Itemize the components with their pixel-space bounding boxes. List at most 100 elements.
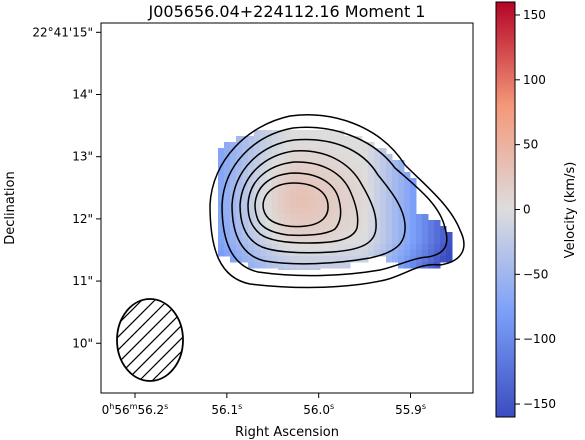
velocity-pixel xyxy=(332,256,339,263)
velocity-pixel xyxy=(224,202,231,209)
velocity-pixel xyxy=(290,154,297,161)
velocity-pixel xyxy=(218,238,225,245)
velocity-pixel xyxy=(326,208,333,215)
velocity-pixel xyxy=(236,220,243,227)
velocity-pixel xyxy=(386,244,393,251)
velocity-pixel xyxy=(374,190,381,197)
velocity-pixel xyxy=(260,178,267,185)
velocity-pixel xyxy=(338,250,345,257)
velocity-pixel xyxy=(290,262,297,269)
velocity-pixel xyxy=(326,136,333,143)
velocity-pixel xyxy=(248,154,255,161)
velocity-pixel xyxy=(332,202,339,209)
velocity-pixel xyxy=(218,172,225,179)
velocity-pixel xyxy=(332,160,339,167)
velocity-pixel xyxy=(350,142,357,149)
velocity-pixel xyxy=(404,208,411,215)
velocity-pixel xyxy=(224,196,231,203)
velocity-pixel xyxy=(404,190,411,197)
velocity-pixel xyxy=(290,250,297,257)
velocity-pixel xyxy=(332,184,339,191)
velocity-pixel xyxy=(332,208,339,215)
contour-level-5 xyxy=(247,161,359,244)
velocity-pixel xyxy=(242,238,249,245)
velocity-pixel xyxy=(278,196,285,203)
velocity-pixel xyxy=(392,250,399,257)
velocity-pixel xyxy=(290,238,297,245)
velocity-pixel xyxy=(254,130,261,137)
velocity-pixel xyxy=(224,214,231,221)
velocity-pixel xyxy=(362,172,369,179)
velocity-pixel xyxy=(380,214,387,221)
x-tick-label: 56.0s xyxy=(303,402,334,417)
velocity-pixel xyxy=(218,154,225,161)
velocity-pixel xyxy=(290,160,297,167)
velocity-pixel xyxy=(218,184,225,191)
velocity-pixel xyxy=(326,172,333,179)
velocity-pixel xyxy=(314,262,321,269)
velocity-pixel xyxy=(242,190,249,197)
velocity-pixel xyxy=(362,160,369,167)
velocity-pixel xyxy=(302,184,309,191)
velocity-pixel xyxy=(380,196,387,203)
velocity-pixel xyxy=(302,268,309,270)
velocity-pixel xyxy=(320,250,327,257)
velocity-pixel xyxy=(248,208,255,215)
velocity-pixel xyxy=(350,166,357,173)
velocity-pixel xyxy=(356,154,363,161)
velocity-pixel xyxy=(266,142,273,149)
velocity-pixel xyxy=(398,178,405,185)
velocity-pixel xyxy=(368,220,375,227)
velocity-pixel xyxy=(362,232,369,239)
velocity-pixel xyxy=(296,130,303,137)
velocity-pixel xyxy=(230,226,237,233)
velocity-pixel xyxy=(290,256,297,263)
velocity-pixel xyxy=(380,244,387,251)
velocity-pixel xyxy=(308,178,315,185)
velocity-pixel xyxy=(290,208,297,215)
velocity-pixel xyxy=(326,220,333,227)
velocity-pixel xyxy=(344,250,351,257)
velocity-pixel xyxy=(290,166,297,173)
velocity-pixel xyxy=(296,202,303,209)
velocity-pixel xyxy=(296,208,303,215)
velocity-pixel xyxy=(320,220,327,227)
velocity-pixel xyxy=(254,262,261,269)
velocity-pixel xyxy=(338,256,345,263)
colorbar-label: Velocity (km/s) xyxy=(563,162,578,259)
velocity-pixel xyxy=(326,238,333,245)
velocity-pixel xyxy=(344,208,351,215)
velocity-pixel xyxy=(380,250,387,257)
velocity-pixel xyxy=(296,226,303,233)
velocity-pixel xyxy=(332,196,339,203)
velocity-pixel xyxy=(374,208,381,215)
velocity-pixel xyxy=(296,244,303,251)
velocity-pixel xyxy=(296,220,303,227)
velocity-pixel xyxy=(284,202,291,209)
velocity-pixel xyxy=(248,232,255,239)
velocity-pixel xyxy=(374,214,381,221)
velocity-pixel xyxy=(296,160,303,167)
velocity-pixel xyxy=(380,220,387,227)
velocity-pixel xyxy=(320,202,327,209)
velocity-pixel xyxy=(320,154,327,161)
velocity-pixel xyxy=(314,268,321,270)
velocity-pixel xyxy=(338,226,345,233)
velocity-pixel xyxy=(314,142,321,149)
velocity-pixel xyxy=(410,178,417,185)
velocity-pixel xyxy=(290,226,297,233)
velocity-pixel xyxy=(392,190,399,197)
velocity-pixel xyxy=(368,238,375,245)
velocity-pixel xyxy=(230,148,237,155)
velocity-pixel xyxy=(266,178,273,185)
velocity-pixel xyxy=(284,268,291,270)
velocity-pixel xyxy=(374,166,381,173)
velocity-pixel xyxy=(344,220,351,227)
velocity-pixel xyxy=(308,214,315,221)
velocity-pixel xyxy=(290,178,297,185)
velocity-pixel xyxy=(260,250,267,257)
velocity-pixel xyxy=(290,184,297,191)
velocity-pixel xyxy=(380,208,387,215)
velocity-pixel xyxy=(416,238,423,245)
velocity-pixel xyxy=(272,244,279,251)
